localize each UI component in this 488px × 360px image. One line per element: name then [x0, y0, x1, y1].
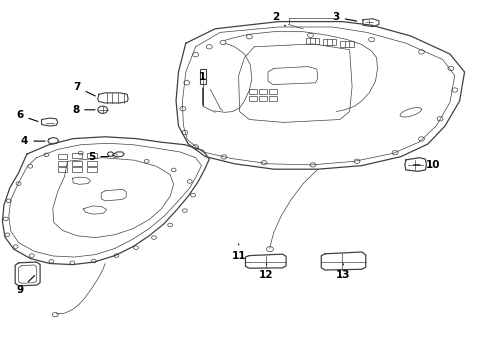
Bar [259, 96, 266, 101]
Text: 2: 2 [272, 12, 285, 26]
Text: 7: 7 [73, 82, 95, 96]
Bar [87, 153, 97, 158]
Bar [259, 89, 266, 94]
Text: 3: 3 [332, 12, 356, 22]
Bar [58, 154, 67, 159]
Bar [58, 167, 67, 172]
Text: 6: 6 [16, 110, 38, 121]
Bar [87, 167, 97, 172]
Text: 5: 5 [88, 152, 108, 162]
Bar [340, 41, 353, 47]
Bar [322, 39, 336, 45]
Bar [249, 89, 257, 94]
Bar [72, 153, 82, 158]
Bar [268, 96, 276, 101]
Bar [58, 161, 67, 166]
Text: 12: 12 [259, 264, 273, 280]
Text: 4: 4 [21, 136, 45, 146]
Bar [249, 96, 257, 101]
Text: 1: 1 [199, 72, 206, 105]
Text: 9: 9 [16, 275, 35, 295]
Bar [199, 69, 206, 84]
Text: 10: 10 [413, 160, 439, 170]
Bar [72, 167, 82, 172]
Bar [305, 38, 319, 44]
Bar [72, 161, 82, 166]
Text: 11: 11 [231, 244, 245, 261]
Text: 13: 13 [335, 264, 350, 280]
Bar [87, 161, 97, 166]
Bar [268, 89, 276, 94]
Text: 8: 8 [72, 105, 95, 115]
